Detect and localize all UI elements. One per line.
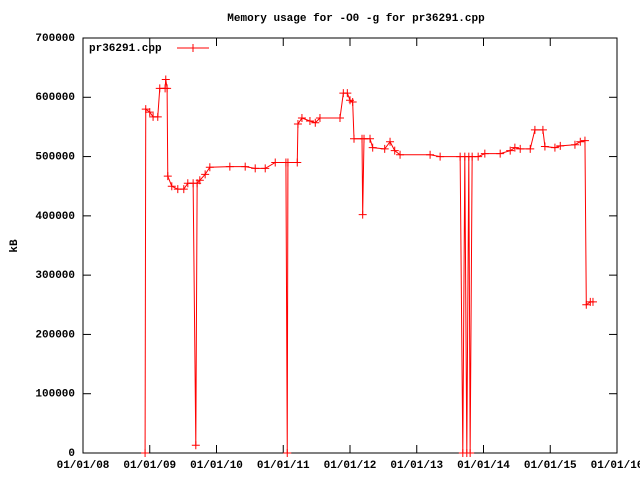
y-tick-label: 100000: [35, 389, 75, 401]
point-marker: [480, 149, 489, 158]
point-marker: [466, 449, 475, 457]
point-marker: [141, 105, 150, 114]
y-tick-label: 400000: [35, 211, 75, 223]
point-marker: [179, 185, 188, 194]
point-marker: [305, 117, 314, 125]
series-line: [144, 79, 593, 454]
x-tick-label: 01/01/12: [324, 460, 377, 472]
point-marker: [538, 125, 547, 134]
point-marker: [426, 150, 435, 159]
x-tick-label: 01/01/10: [190, 460, 243, 472]
point-marker: [582, 300, 591, 309]
x-tick-label: 01/01/14: [457, 460, 510, 472]
point-marker: [205, 163, 214, 172]
point-marker: [161, 75, 170, 84]
x-tick-label: 01/01/13: [390, 460, 443, 472]
point-marker: [293, 119, 302, 128]
x-tick-label: 01/01/11: [257, 460, 310, 472]
point-marker: [506, 146, 515, 155]
point-marker: [261, 164, 270, 173]
point-marker: [556, 141, 565, 150]
point-marker: [580, 136, 589, 145]
point-marker: [251, 164, 260, 173]
x-tick-label: 01/01/15: [524, 460, 577, 472]
point-marker: [516, 144, 525, 153]
point-marker: [386, 137, 395, 146]
point-marker: [283, 449, 292, 457]
point-marker: [297, 114, 306, 123]
point-marker: [153, 112, 162, 121]
point-marker: [496, 149, 505, 158]
y-tick-label: 300000: [35, 270, 75, 282]
point-marker: [141, 449, 150, 457]
point-marker: [540, 142, 549, 151]
point-marker: [163, 84, 172, 93]
point-marker: [293, 158, 302, 167]
point-marker: [225, 162, 234, 171]
point-marker: [390, 146, 399, 155]
legend-label: pr36291.cpp: [89, 43, 162, 55]
point-marker: [576, 137, 585, 146]
point-marker: [191, 441, 200, 450]
legend-marker: [189, 44, 197, 52]
y-tick-label: 600000: [35, 92, 75, 104]
point-marker: [396, 150, 405, 159]
point-marker: [348, 98, 357, 107]
point-marker: [368, 143, 377, 152]
point-marker: [271, 158, 280, 167]
point-marker: [380, 144, 389, 153]
x-tick-label: 01/01/08: [57, 460, 110, 472]
point-marker: [163, 172, 172, 181]
point-marker: [335, 114, 344, 123]
point-marker: [283, 158, 292, 167]
point-marker: [436, 152, 445, 161]
y-axis-label: kB: [9, 239, 21, 253]
x-tick-label: 01/01/09: [123, 460, 176, 472]
y-tick-label: 700000: [35, 33, 75, 45]
y-tick-label: 0: [68, 448, 75, 460]
y-tick-label: 500000: [35, 151, 75, 163]
point-marker: [343, 89, 352, 98]
point-marker: [167, 182, 176, 191]
x-tick-label: 01/01/16: [591, 460, 640, 472]
point-marker: [195, 176, 204, 185]
point-marker: [588, 297, 597, 306]
point-marker: [550, 143, 559, 152]
point-marker: [366, 134, 375, 143]
point-marker: [510, 143, 519, 152]
point-marker: [474, 152, 483, 161]
point-marker: [241, 162, 250, 171]
point-marker: [311, 118, 320, 127]
point-marker: [358, 210, 367, 219]
y-tick-label: 200000: [35, 329, 75, 341]
point-marker: [315, 114, 324, 123]
point-marker: [530, 125, 539, 134]
point-marker: [145, 108, 154, 117]
point-marker: [526, 144, 535, 153]
point-marker: [350, 134, 359, 143]
point-marker: [570, 140, 579, 149]
point-marker: [201, 170, 210, 179]
chart-title: Memory usage for -O0 -g for pr36291.cpp: [227, 13, 485, 25]
